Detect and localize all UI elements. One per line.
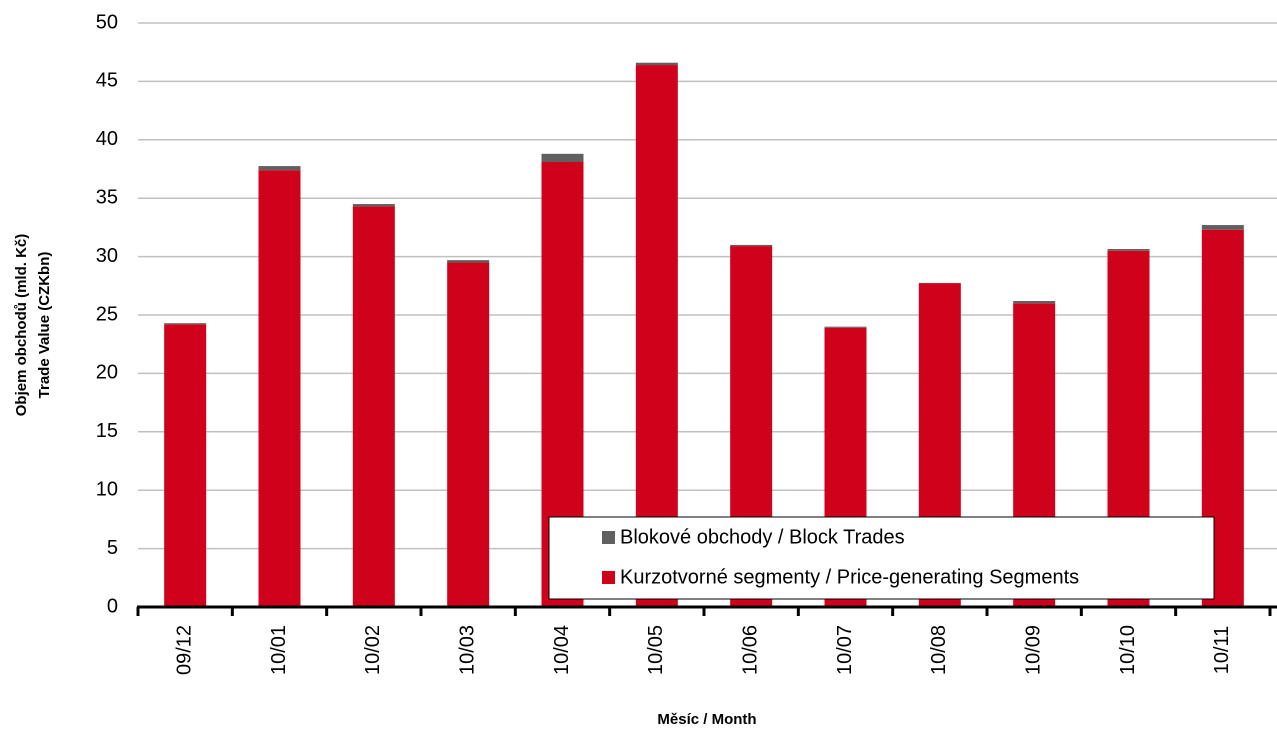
x-axis-title: Měsíc / Month <box>657 711 756 728</box>
bar-segment <box>1013 300 1056 304</box>
x-tick-label: 10/10 <box>1117 625 1139 675</box>
legend-swatch <box>602 531 615 544</box>
x-tick-label: 10/09 <box>1022 625 1044 675</box>
bar-segment <box>1201 225 1244 230</box>
y-tick-label: 10 <box>96 478 118 500</box>
x-tick-label: 10/11 <box>1211 626 1233 675</box>
bar-segment <box>1107 249 1150 251</box>
x-tick-label: 10/03 <box>456 625 478 675</box>
y-tick-label: 50 <box>96 11 118 33</box>
bar-segment <box>258 166 301 171</box>
y-tick-label: 30 <box>96 245 118 267</box>
bar-segment <box>824 326 867 328</box>
bar-segment <box>447 262 490 607</box>
y-tick-label: 5 <box>107 537 118 559</box>
x-tick-label: 10/07 <box>834 625 856 675</box>
y-tick-label: 15 <box>96 420 118 442</box>
bar-segment <box>258 170 301 607</box>
bar-segment <box>352 206 395 607</box>
y-tick-label: 0 <box>107 595 118 617</box>
x-tick-label: 09/12 <box>173 625 195 675</box>
bar-segment <box>635 62 678 66</box>
bar-segment <box>541 153 584 162</box>
legend-label: Blokové obchody / Block Trades <box>620 526 905 548</box>
y-axis-title: Trade Value (CZKbn) <box>36 252 53 399</box>
y-axis-title: Objem obchodů (mld. Kč) <box>13 234 30 417</box>
x-tick-label: 10/05 <box>645 625 667 675</box>
bar-segment <box>164 323 207 325</box>
x-tick-label: 10/06 <box>739 625 761 675</box>
bar-segment <box>352 204 395 207</box>
x-tick-label: 10/04 <box>551 625 573 675</box>
legend-box <box>548 516 1215 600</box>
legend-swatch <box>602 571 615 584</box>
bar-segment <box>447 260 490 263</box>
y-tick-label: 45 <box>96 70 118 92</box>
bar-segment <box>730 244 773 247</box>
bar-segment <box>164 324 207 607</box>
y-tick-label: 35 <box>96 186 118 208</box>
x-tick-label: 10/01 <box>268 625 290 675</box>
x-tick-label: 10/02 <box>362 625 384 675</box>
legend-label: Kurzotvorné segmenty / Price-generating … <box>620 566 1079 588</box>
y-tick-label: 40 <box>96 128 118 150</box>
bar-segment <box>918 282 961 284</box>
y-tick-label: 25 <box>96 303 118 325</box>
x-tick-label: 10/08 <box>928 625 950 675</box>
y-tick-label: 20 <box>96 362 118 384</box>
